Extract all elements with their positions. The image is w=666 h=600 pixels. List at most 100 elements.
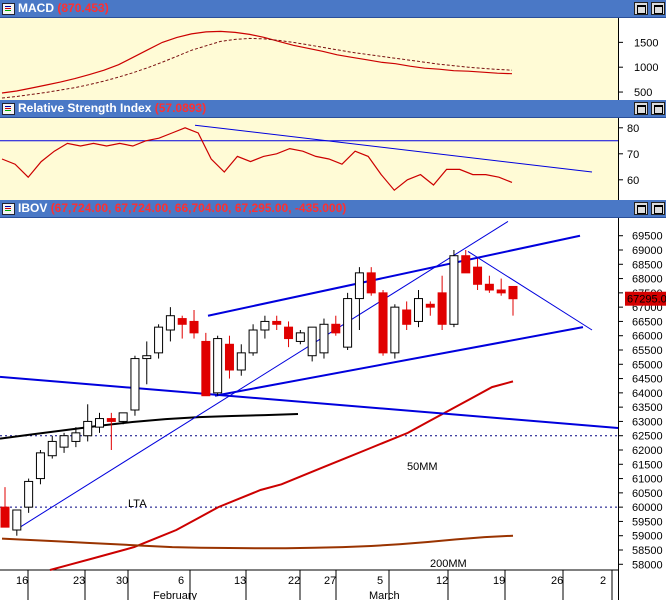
price-y-tick-label: 58000 xyxy=(632,559,663,571)
x-tick-label: 2 xyxy=(600,575,606,587)
candle-body xyxy=(307,326,317,357)
candle-body xyxy=(508,285,518,300)
x-tick-label: 5 xyxy=(377,575,383,587)
candle-body xyxy=(496,289,506,294)
candle-body xyxy=(154,326,164,354)
macd-panel-icon[interactable] xyxy=(2,3,15,15)
candle-body xyxy=(319,323,329,354)
macd-title: MACD (870.453) xyxy=(18,1,109,15)
candle-body xyxy=(272,320,282,325)
candle-body xyxy=(201,340,211,397)
price-y-tick-label: 62500 xyxy=(632,431,663,443)
macd-y-tick-label: 500 xyxy=(634,87,652,99)
candle-body xyxy=(118,412,128,422)
price-y-tick-label: 62000 xyxy=(632,445,663,457)
candle-body xyxy=(378,292,388,354)
candle-body xyxy=(59,435,69,448)
candle-body xyxy=(142,355,152,360)
price-plot: LTA 50MM 200MM 16 23 30 6 13 22 27 5 12 19 26 2 Februar… xyxy=(0,218,618,600)
channel-upper-line xyxy=(207,234,581,317)
x-tick-label: 13 xyxy=(234,575,246,587)
price-y-axis: 58000 58500 59000 59500 60000 60500 61000 61500… xyxy=(618,218,666,600)
price-y-tick-label: 61000 xyxy=(632,474,663,486)
price-y-tick-label: 65500 xyxy=(632,345,663,357)
candle-body xyxy=(35,452,45,480)
macd-y-tick-label: 1000 xyxy=(634,62,658,74)
candle-body xyxy=(354,272,364,300)
candle-body xyxy=(248,329,258,354)
candle-body xyxy=(12,509,22,531)
lta-label: LTA xyxy=(128,498,147,510)
price-y-tick-label: 64000 xyxy=(632,388,663,400)
short-term-downtrend-line xyxy=(467,251,593,331)
rsi-panel: Relative Strength Index (57.0893) 60 70 80 xyxy=(0,100,666,200)
rsi-y-tick-label: 80 xyxy=(627,123,639,135)
candle-body xyxy=(106,418,116,422)
horizontal-resistance-line xyxy=(0,375,618,429)
candle-body xyxy=(366,272,376,294)
price-panel: IBOV (67,724.00, 67,724.00, 66,704.00, 6… xyxy=(0,200,666,600)
candle-body xyxy=(390,306,400,354)
candle-body xyxy=(213,338,223,394)
price-titlebar: IBOV (67,724.00, 67,724.00, 66,704.00, 6… xyxy=(0,200,666,218)
price-y-tick-label: 64500 xyxy=(632,374,663,386)
x-tick-label: 12 xyxy=(436,575,448,587)
candle-body xyxy=(236,352,246,371)
mm200-label: 200MM xyxy=(430,558,467,570)
price-y-tick-label: 61500 xyxy=(632,459,663,471)
macd-y-axis: 500 1000 1500 xyxy=(618,18,666,100)
price-y-tick-label: 68000 xyxy=(632,274,663,286)
price-maximize-button[interactable] xyxy=(651,202,665,215)
candle-body xyxy=(461,255,471,274)
macd-y-tick-label: 1500 xyxy=(634,37,658,49)
candle-body xyxy=(0,506,10,528)
rsi-restore-button[interactable] xyxy=(634,102,648,115)
macd-titlebar: MACD (870.453) xyxy=(0,0,666,18)
macd-plot xyxy=(0,18,618,100)
candle-body xyxy=(284,326,294,340)
candle-body xyxy=(425,303,435,308)
candle-body xyxy=(484,283,494,291)
macd-panel: MACD (870.453) 500 1000 1500 xyxy=(0,0,666,100)
candle-body xyxy=(83,420,93,437)
candle-body xyxy=(47,440,57,457)
price-y-tick-label: 63500 xyxy=(632,402,663,414)
price-y-tick-label: 60000 xyxy=(632,502,663,514)
last-price-label: 67295.0 xyxy=(627,294,666,306)
candle-body xyxy=(449,255,459,325)
price-y-tick-label: 68500 xyxy=(632,259,663,271)
macd-signal-line xyxy=(1,37,513,99)
rsi-panel-icon[interactable] xyxy=(2,103,15,115)
macd-line xyxy=(1,30,513,94)
lta-trend-line xyxy=(19,221,509,528)
rsi-y-tick-label: 70 xyxy=(627,149,639,161)
candle-body xyxy=(71,432,81,442)
price-y-tick-label: 69000 xyxy=(632,245,663,257)
price-restore-button[interactable] xyxy=(634,202,648,215)
rsi-titlebar: Relative Strength Index (57.0893) xyxy=(0,100,666,118)
mm200-line xyxy=(1,534,514,550)
price-y-tick-label: 66500 xyxy=(632,316,663,328)
x-tick-label: 27 xyxy=(324,575,336,587)
candle-body xyxy=(224,343,234,371)
x-tick-label: 26 xyxy=(551,575,563,587)
price-title: IBOV (67,724.00, 67,724.00, 66,704.00, 6… xyxy=(18,201,347,215)
x-tick-label: 19 xyxy=(493,575,505,587)
macd-restore-button[interactable] xyxy=(634,2,648,15)
price-panel-icon[interactable] xyxy=(2,203,15,215)
candle-body xyxy=(295,332,305,342)
rsi-maximize-button[interactable] xyxy=(651,102,665,115)
macd-maximize-button[interactable] xyxy=(651,2,665,15)
rsi-plot xyxy=(0,118,618,200)
candle-body xyxy=(437,292,447,325)
price-y-tick-label: 60500 xyxy=(632,488,663,500)
price-y-tick-label: 58500 xyxy=(632,545,663,557)
candle-body xyxy=(260,320,270,331)
x-tick-label: 22 xyxy=(288,575,300,587)
month-label-february: February xyxy=(153,590,198,600)
price-y-tick-label: 65000 xyxy=(632,359,663,371)
candle-body xyxy=(177,318,187,325)
candle-body xyxy=(24,480,34,508)
candle-body xyxy=(331,323,341,334)
price-y-tick-label: 69500 xyxy=(632,231,663,243)
